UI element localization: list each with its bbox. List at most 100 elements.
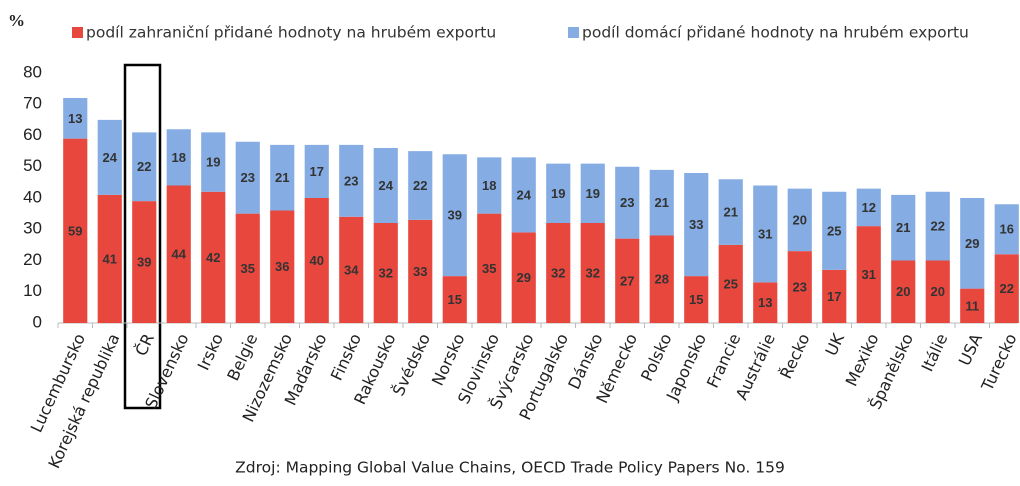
data-label: 22 (413, 178, 427, 193)
data-label: 31 (758, 226, 772, 241)
data-label: 23 (620, 195, 634, 210)
bar-segment (546, 223, 571, 323)
x-tick-label: Belgie (223, 331, 261, 384)
data-label: 36 (275, 259, 289, 274)
data-label: 29 (965, 236, 979, 251)
data-label: 15 (689, 292, 703, 307)
data-label: 25 (827, 223, 841, 238)
data-label: 15 (448, 292, 462, 307)
data-label: 29 (517, 270, 531, 285)
bar-segment (994, 204, 1019, 255)
data-label: 22 (137, 159, 151, 174)
bar-segment (684, 173, 709, 277)
data-label: 16 (1000, 222, 1014, 237)
y-tick-label: 40 (23, 187, 42, 206)
y-axis-label: % (8, 11, 25, 30)
bar-segment (339, 144, 364, 217)
bar-segment (304, 198, 329, 323)
bar-segment (442, 154, 467, 277)
data-label: 18 (172, 150, 186, 165)
bar-segment (580, 163, 605, 223)
bar-segment (166, 185, 191, 323)
bar-segment (753, 282, 778, 323)
bar-segment (787, 251, 812, 323)
bar-segment (615, 238, 640, 323)
data-label: 23 (793, 280, 807, 295)
data-label: 32 (586, 265, 600, 280)
bar-segment (166, 129, 191, 186)
x-tick-label: ČR (131, 331, 158, 359)
data-label: 13 (68, 111, 82, 126)
data-label: 20 (896, 284, 910, 299)
bar-segment (994, 254, 1019, 323)
y-tick-label: 30 (23, 219, 42, 238)
bar-segment (718, 179, 743, 245)
data-label: 27 (620, 273, 634, 288)
data-label: 19 (586, 186, 600, 201)
data-label: 41 (103, 251, 117, 266)
bar-segment (304, 144, 329, 198)
bar-segment (822, 191, 847, 270)
y-tick-label: 50 (23, 156, 42, 175)
bar-segment (925, 191, 950, 261)
x-tick-label: Polsko (637, 331, 675, 384)
bar-segment (649, 235, 674, 323)
data-label: 11 (965, 298, 979, 313)
data-label: 22 (931, 219, 945, 234)
data-label: 19 (551, 186, 565, 201)
x-tick-label: UK (821, 330, 848, 359)
bar-segment (339, 216, 364, 323)
data-label: 23 (344, 173, 358, 188)
data-label: 34 (344, 262, 359, 277)
data-label: 35 (482, 261, 496, 276)
y-tick-label: 10 (23, 281, 42, 300)
y-tick-label: 0 (33, 312, 42, 331)
data-label: 31 (862, 267, 876, 282)
data-label: 39 (448, 208, 462, 223)
data-label: 18 (482, 178, 496, 193)
bar-segment (442, 276, 467, 323)
bar-segment (97, 119, 122, 195)
bar-segment (477, 157, 502, 214)
bar-segment (132, 201, 157, 323)
data-label: 42 (206, 250, 220, 265)
x-tick-label: Finsko (327, 331, 365, 384)
legend-label: podíl zahraniční přidané hodnoty na hrub… (86, 24, 496, 42)
data-label: 17 (310, 164, 324, 179)
data-label: 13 (758, 295, 772, 310)
bar-segment (201, 132, 226, 192)
bar-segment (235, 141, 260, 214)
data-label: 20 (931, 284, 945, 299)
data-label: 33 (413, 264, 427, 279)
data-label: 21 (275, 170, 289, 185)
bar-segment (580, 223, 605, 323)
data-label: 33 (689, 217, 703, 232)
data-label: 24 (379, 178, 394, 193)
bar-segment (373, 223, 398, 323)
x-tick-label: USA (955, 331, 986, 369)
x-tick-label: Itálie (918, 331, 952, 375)
bar-segment (753, 185, 778, 283)
bar-segment (201, 191, 226, 323)
bar-segment (546, 163, 571, 223)
data-label: 19 (206, 155, 220, 170)
bar-segment (270, 210, 295, 323)
x-tick-label: Řecko (776, 331, 813, 382)
bar-segment (408, 151, 433, 220)
bar-segment (270, 144, 295, 211)
bar-segment (891, 194, 916, 261)
bar-segment (408, 219, 433, 323)
data-label: 24 (103, 150, 118, 165)
data-label: 22 (1000, 281, 1014, 296)
data-label: 59 (68, 223, 82, 238)
source: Zdroj: Mapping Global Value Chains, OECD… (235, 459, 785, 477)
data-label: 23 (241, 170, 255, 185)
bar-segment (97, 194, 122, 323)
data-label: 21 (655, 195, 669, 210)
data-label: 24 (517, 187, 532, 202)
y-tick-label: 70 (23, 94, 42, 113)
bar-segment (856, 188, 881, 227)
data-label: 35 (241, 261, 255, 276)
bar-segment (649, 169, 674, 236)
x-tick-label: Irsko (194, 331, 227, 374)
